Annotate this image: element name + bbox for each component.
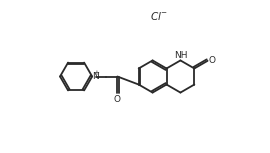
Text: O: O xyxy=(113,95,120,104)
Text: O: O xyxy=(209,56,216,65)
Text: +: + xyxy=(93,70,99,76)
Text: NH: NH xyxy=(174,51,187,60)
Text: Cl$^{-}$: Cl$^{-}$ xyxy=(150,10,167,22)
Text: N: N xyxy=(92,72,99,81)
